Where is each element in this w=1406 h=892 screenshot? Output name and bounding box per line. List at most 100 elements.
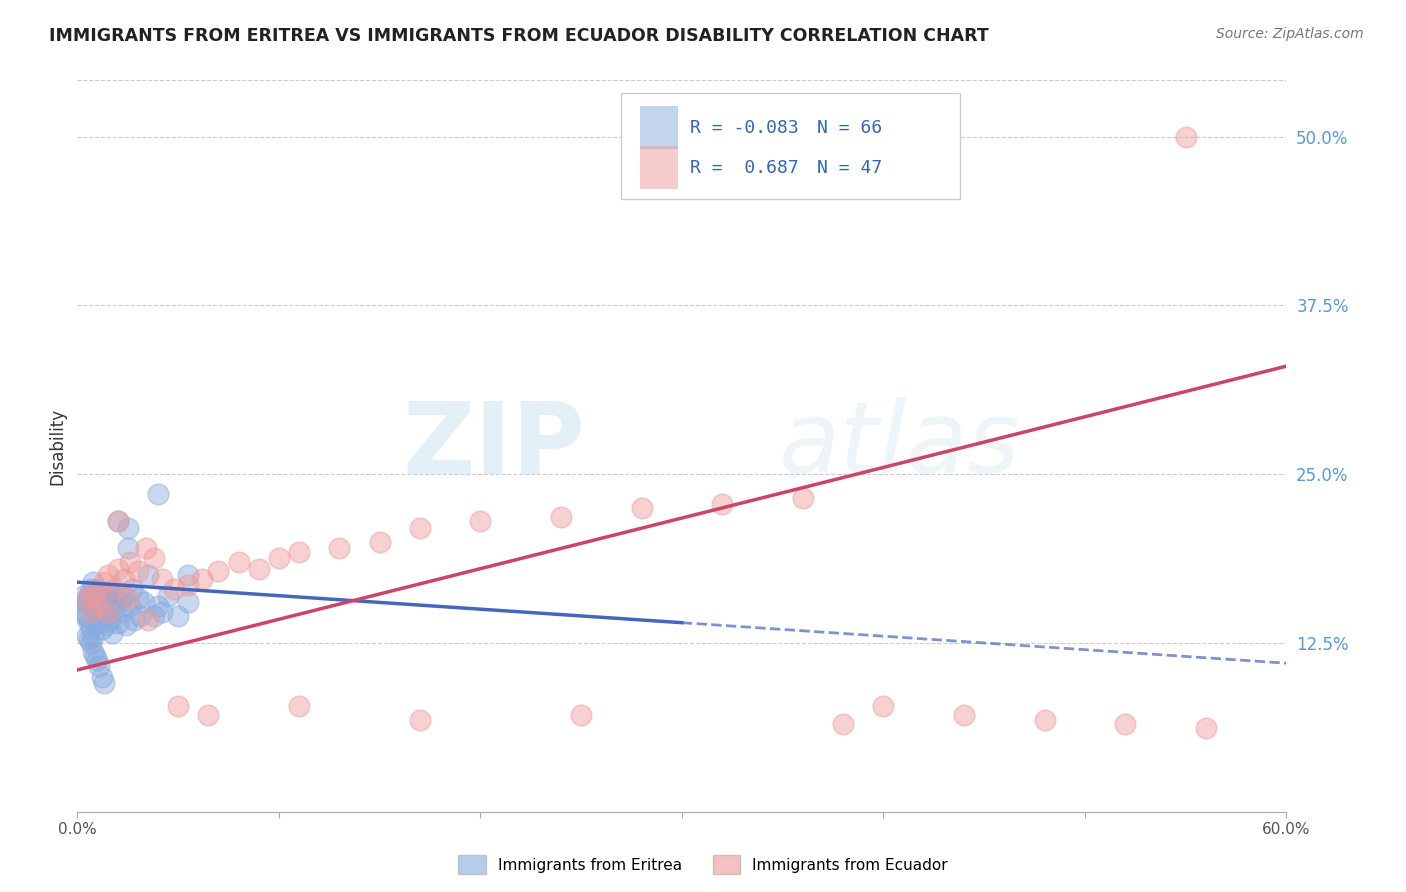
Point: [368, 534, 391, 549]
Point: [127, 591, 149, 606]
Point: [288, 699, 311, 714]
Point: [107, 515, 129, 529]
Point: [167, 609, 190, 624]
Point: [90, 586, 112, 600]
Point: [136, 613, 159, 627]
Point: [267, 550, 290, 565]
Point: [118, 599, 141, 614]
Point: [76, 609, 98, 624]
Point: [1114, 717, 1136, 731]
Point: [630, 500, 652, 515]
Point: [108, 595, 131, 609]
Point: [76, 591, 98, 606]
FancyBboxPatch shape: [640, 106, 678, 149]
Point: [328, 541, 350, 556]
Point: [118, 555, 141, 569]
Text: Source: ZipAtlas.com: Source: ZipAtlas.com: [1216, 27, 1364, 41]
Point: [100, 589, 122, 603]
Point: [177, 568, 200, 582]
Point: [96, 568, 118, 582]
Point: [127, 565, 149, 579]
Point: [142, 609, 165, 624]
Point: [1033, 713, 1056, 727]
Point: [80, 582, 103, 596]
Text: R =  0.687: R = 0.687: [690, 159, 799, 177]
Point: [114, 618, 136, 632]
Point: [470, 515, 492, 529]
Point: [72, 589, 94, 603]
Point: [84, 605, 107, 619]
Point: [103, 602, 125, 616]
Point: [792, 491, 814, 506]
Point: [872, 699, 894, 714]
Point: [79, 632, 101, 646]
Point: [146, 599, 169, 614]
Point: [121, 582, 143, 596]
Point: [136, 568, 159, 582]
Point: [84, 649, 107, 664]
Point: [112, 573, 135, 587]
Point: [86, 582, 108, 596]
Point: [76, 595, 98, 609]
Point: [86, 609, 108, 624]
Point: [89, 591, 111, 606]
Point: [96, 586, 118, 600]
Point: [98, 613, 121, 627]
Point: [96, 605, 118, 619]
Point: [86, 653, 108, 667]
Point: [228, 555, 250, 569]
Point: [89, 615, 111, 630]
Point: [79, 589, 101, 603]
Point: [79, 615, 101, 630]
Point: [150, 573, 173, 587]
Point: [135, 541, 157, 556]
Text: N = 66: N = 66: [817, 119, 883, 136]
Point: [82, 629, 104, 643]
Point: [104, 591, 127, 606]
Point: [117, 591, 139, 606]
Point: [80, 623, 103, 637]
Point: [288, 545, 311, 559]
Point: [107, 562, 129, 576]
Point: [157, 589, 180, 603]
Point: [86, 595, 108, 609]
Point: [207, 565, 229, 579]
Point: [80, 636, 103, 650]
Point: [93, 595, 115, 609]
Point: [89, 599, 111, 614]
Text: R = -0.083: R = -0.083: [690, 119, 799, 136]
Point: [122, 613, 145, 627]
Point: [569, 707, 592, 722]
Point: [80, 605, 103, 619]
Point: [84, 589, 107, 603]
Point: [117, 521, 139, 535]
Point: [191, 573, 214, 587]
Point: [163, 582, 186, 596]
Point: [90, 623, 112, 637]
Point: [550, 510, 572, 524]
Point: [75, 609, 97, 624]
Point: [150, 605, 173, 619]
Text: atlas: atlas: [779, 398, 1021, 494]
Point: [90, 670, 112, 684]
Point: [953, 707, 976, 722]
Y-axis label: Disability: Disability: [48, 408, 66, 484]
Point: [832, 717, 855, 731]
Point: [167, 699, 190, 714]
Point: [409, 713, 432, 727]
Point: [177, 595, 200, 609]
Point: [711, 497, 734, 511]
Point: [93, 575, 115, 590]
Point: [112, 589, 135, 603]
Point: [247, 562, 270, 576]
Point: [82, 589, 104, 603]
Point: [94, 591, 117, 606]
Point: [75, 595, 97, 609]
Text: IMMIGRANTS FROM ERITREA VS IMMIGRANTS FROM ECUADOR DISABILITY CORRELATION CHART: IMMIGRANTS FROM ERITREA VS IMMIGRANTS FR…: [49, 27, 988, 45]
Point: [82, 575, 104, 590]
Point: [107, 615, 129, 630]
Point: [142, 550, 165, 565]
Point: [93, 676, 115, 690]
Point: [93, 609, 115, 624]
FancyBboxPatch shape: [640, 146, 678, 189]
